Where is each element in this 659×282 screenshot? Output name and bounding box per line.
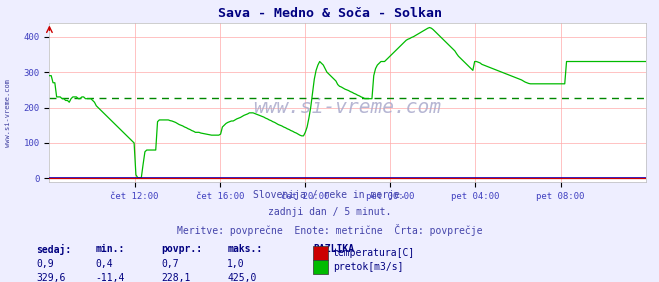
Text: 329,6: 329,6 [36,273,66,282]
Text: 1,0: 1,0 [227,259,245,269]
Text: 425,0: 425,0 [227,273,257,282]
Text: 0,4: 0,4 [96,259,113,269]
Text: www.si-vreme.com: www.si-vreme.com [5,79,11,147]
Text: sedaj:: sedaj: [36,244,71,255]
Text: pretok[m3/s]: pretok[m3/s] [333,262,403,272]
Text: 228,1: 228,1 [161,273,191,282]
Text: min.:: min.: [96,244,125,254]
Text: maks.:: maks.: [227,244,262,254]
Text: temperatura[C]: temperatura[C] [333,248,415,258]
Text: Sava - Medno & Soča - Solkan: Sava - Medno & Soča - Solkan [217,7,442,20]
Text: Slovenija / reke in morje.: Slovenija / reke in morje. [253,190,406,200]
Text: Meritve: povprečne  Enote: metrične  Črta: povprečje: Meritve: povprečne Enote: metrične Črta:… [177,224,482,236]
Text: povpr.:: povpr.: [161,244,202,254]
Text: zadnji dan / 5 minut.: zadnji dan / 5 minut. [268,207,391,217]
Text: -11,4: -11,4 [96,273,125,282]
Text: 0,9: 0,9 [36,259,54,269]
Text: RAZLIKA: RAZLIKA [313,244,354,254]
Text: 0,7: 0,7 [161,259,179,269]
Text: www.si-vreme.com: www.si-vreme.com [254,98,442,116]
